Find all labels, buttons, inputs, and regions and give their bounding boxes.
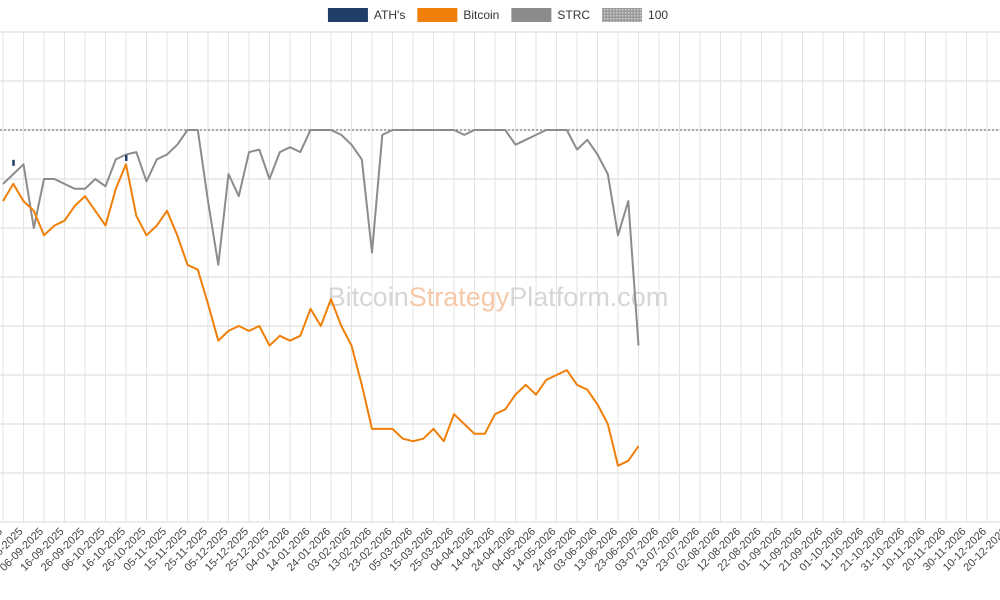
grid <box>0 31 1000 523</box>
legend-label[interactable]: ATH's <box>374 8 405 22</box>
plot <box>0 129 1000 467</box>
legend: ATH's Bitcoin STRC 100 <box>327 8 668 22</box>
ath-marker <box>12 159 15 166</box>
legend-label[interactable]: STRC <box>557 8 590 22</box>
watermark-part: Platform.com <box>509 282 668 312</box>
legend-swatch[interactable] <box>511 8 552 22</box>
series-line <box>2 129 640 346</box>
legend-label[interactable]: 100 <box>648 8 668 22</box>
legend-swatch[interactable] <box>602 8 643 22</box>
series-line <box>2 163 640 467</box>
legend-swatch[interactable] <box>417 8 458 22</box>
ath-marker <box>125 154 128 161</box>
legend-label[interactable]: Bitcoin <box>463 8 499 22</box>
watermark-part: Strategy <box>409 282 510 312</box>
watermark-part: Bitcoin <box>328 282 409 312</box>
legend-swatch[interactable] <box>327 8 368 22</box>
watermark: BitcoinStrategyPlatform.com <box>328 282 669 312</box>
x-axis: 17-08-202527-08-202506-09-202516-09-2025… <box>0 526 1000 574</box>
